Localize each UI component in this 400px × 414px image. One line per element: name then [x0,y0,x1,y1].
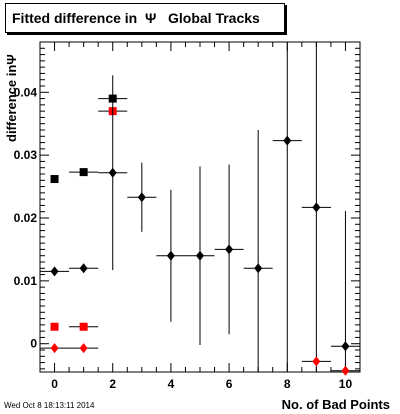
x-tick-label: 6 [226,377,233,391]
data-point-square [79,322,88,331]
data-point-diamond [50,343,59,354]
data-point-square [79,168,88,177]
data-point-diamond [79,263,88,274]
x-tick-label: 10 [339,377,353,391]
data-point-square [50,175,59,184]
x-tick-label: 8 [284,377,291,391]
data-point-diamond [254,263,263,274]
data-point-diamond [283,135,292,146]
data-point-diamond [50,266,59,277]
y-tick-label: 0.04 [14,85,38,99]
x-axis-label: No. of Bad Points [281,397,390,412]
x-tick-label: 2 [109,377,116,391]
data-point-diamond [196,250,204,261]
y-axis-label: difference inΨ [4,54,19,142]
data-point-diamond [166,250,175,261]
data-point-diamond [341,365,350,376]
data-point-diamond [79,343,88,354]
axis-ticks: 0 2 4 6 8 10 0 0.01 0.02 0.03 0.04 [14,42,360,391]
y-tick-label: 0.02 [14,211,38,225]
data-point-diamond [312,202,321,213]
data-point-diamond [108,167,117,178]
data-point-diamond [225,244,234,255]
timestamp-footer: Wed Oct 8 18:13:11 2014 [4,401,95,410]
chart-title: Fitted difference in Ψ Global Tracks [5,3,285,33]
x-tick-label: 4 [168,377,175,391]
data-marks [40,42,360,376]
data-point-diamond [312,356,321,367]
y-tick-label: 0.03 [14,148,38,162]
y-tick-label: 0 [30,337,37,351]
x-tick-label: 0 [51,377,58,391]
data-point-diamond [341,341,350,352]
data-point-diamond [137,192,146,203]
y-tick-label: 0.01 [14,274,38,288]
data-point-square [50,322,59,331]
